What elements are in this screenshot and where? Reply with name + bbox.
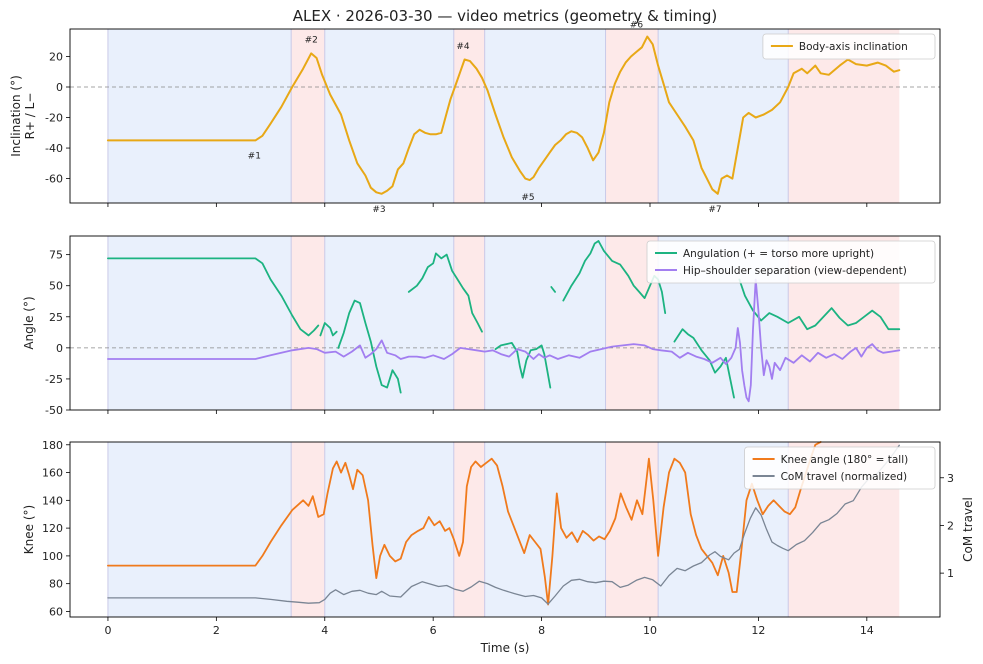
- x-axis-label: Time (s): [480, 641, 530, 655]
- series-angulation-line: [407, 252, 483, 333]
- event-marker-label: #4: [456, 42, 470, 52]
- y2-tick-label: 1: [947, 567, 954, 580]
- y-tick-label: -25: [45, 373, 63, 386]
- y-tick-label: 20: [49, 50, 63, 63]
- event-marker-label: #5: [521, 193, 534, 203]
- x-tick-label: 8: [538, 624, 545, 637]
- phase-band-5: [484, 29, 606, 203]
- legend-entry: Hip–shoulder separation (view-dependent): [683, 265, 907, 277]
- phase-band-4: [453, 236, 485, 410]
- y-tick-label: -50: [45, 404, 63, 417]
- phase-band-2: [291, 442, 325, 617]
- y-axis-label-secondary: R+ / L−: [23, 93, 37, 140]
- legend-box: [762, 33, 936, 60]
- event-marker-label: #7: [708, 205, 721, 215]
- y-tick-label: 180: [42, 439, 63, 452]
- y-tick-label: 120: [42, 522, 63, 535]
- y-tick-label: 80: [49, 578, 63, 591]
- panel-1: #1 #2 #3 #4 #5 #6 #7 20 0 -20 -40 -60 Inclination (°…: [9, 20, 941, 215]
- legend: Knee angle (180° = tall) CoM travel (norm…: [744, 446, 936, 490]
- legend-entry: CoM travel (normalized): [781, 471, 908, 483]
- y-tick-label: 50: [49, 280, 63, 293]
- series-angulation-line: [107, 257, 320, 337]
- legend: Body-axis inclination: [762, 33, 936, 60]
- series-angulation-line: [494, 342, 552, 389]
- x-tick-label: 4: [321, 624, 328, 637]
- y-tick-label: 25: [49, 311, 63, 324]
- event-marker-label: #2: [305, 36, 318, 46]
- legend-entry: Knee angle (180° = tall): [781, 454, 909, 466]
- series-inclination-line: [106, 35, 901, 195]
- series-angulation-line: [738, 278, 901, 331]
- legend-box: [646, 240, 936, 284]
- y-axis-label: Angle (°): [22, 296, 36, 349]
- legend-box: [744, 446, 936, 490]
- phase-band-1: [107, 442, 292, 617]
- phase-band-2: [291, 29, 325, 203]
- y2-axis-label: CoM travel: [961, 497, 975, 562]
- y-tick-label: 160: [42, 467, 63, 480]
- series-knee-line: [107, 441, 822, 606]
- y-tick-label: 0: [56, 342, 63, 355]
- y-tick-label: 100: [42, 550, 63, 563]
- y2-tick-label: 2: [947, 519, 954, 532]
- x-tick-label: 12: [751, 624, 765, 637]
- plot-frame: [69, 235, 941, 411]
- panel-2: 75 50 25 0 -25 -50 Angle (°) Angulation (+ = to…: [22, 235, 941, 417]
- legend: Angulation (+ = torso more upright) Hip–s…: [646, 240, 936, 284]
- legend-entry: Body-axis inclination: [799, 41, 908, 53]
- x-tick-label: 14: [860, 624, 874, 637]
- x-tick-label: 10: [643, 624, 657, 637]
- x-tick-label: 0: [104, 624, 111, 637]
- phase-band-5: [484, 236, 606, 410]
- y2-tick-label: 3: [947, 472, 954, 485]
- phase-band-4: [453, 29, 485, 203]
- y-tick-label: -60: [45, 173, 63, 186]
- series-angulation-line: [337, 299, 402, 394]
- y-tick-label: 0: [56, 81, 63, 94]
- series-angulation-line: [673, 328, 735, 399]
- y-tick-label: 75: [49, 249, 63, 262]
- y-tick-label: -40: [45, 142, 63, 155]
- phase-band-3: [324, 442, 454, 617]
- phase-band-1: [107, 236, 292, 410]
- event-marker-label: #1: [248, 152, 261, 162]
- event-marker-label: #3: [372, 205, 385, 215]
- y-tick-label: -20: [45, 112, 63, 125]
- event-marker-label: #6: [630, 20, 644, 30]
- series-hip_shoulder-line: [107, 278, 901, 403]
- series-angulation-line: [319, 322, 338, 337]
- series-angulation-line: [550, 286, 556, 293]
- phase-band-6: [605, 29, 659, 203]
- y-tick-label: 140: [42, 494, 63, 507]
- y-tick-label: 60: [49, 605, 63, 618]
- figure-title: ALEX · 2026-03-30 — video metrics (geome…: [293, 7, 718, 25]
- phase-band-3: [324, 29, 454, 203]
- phase-band-1: [107, 29, 292, 203]
- x-tick-label: 2: [213, 624, 220, 637]
- legend-entry: Angulation (+ = torso more upright): [683, 248, 874, 260]
- x-tick-label: 6: [430, 624, 437, 637]
- plot-frame: [69, 441, 941, 618]
- y-axis-label: Inclination (°): [9, 75, 23, 157]
- y-axis-label: Knee (°): [22, 505, 36, 554]
- phase-band-5: [484, 442, 606, 617]
- series-com-line: [107, 444, 900, 605]
- plot-frame: [69, 28, 941, 204]
